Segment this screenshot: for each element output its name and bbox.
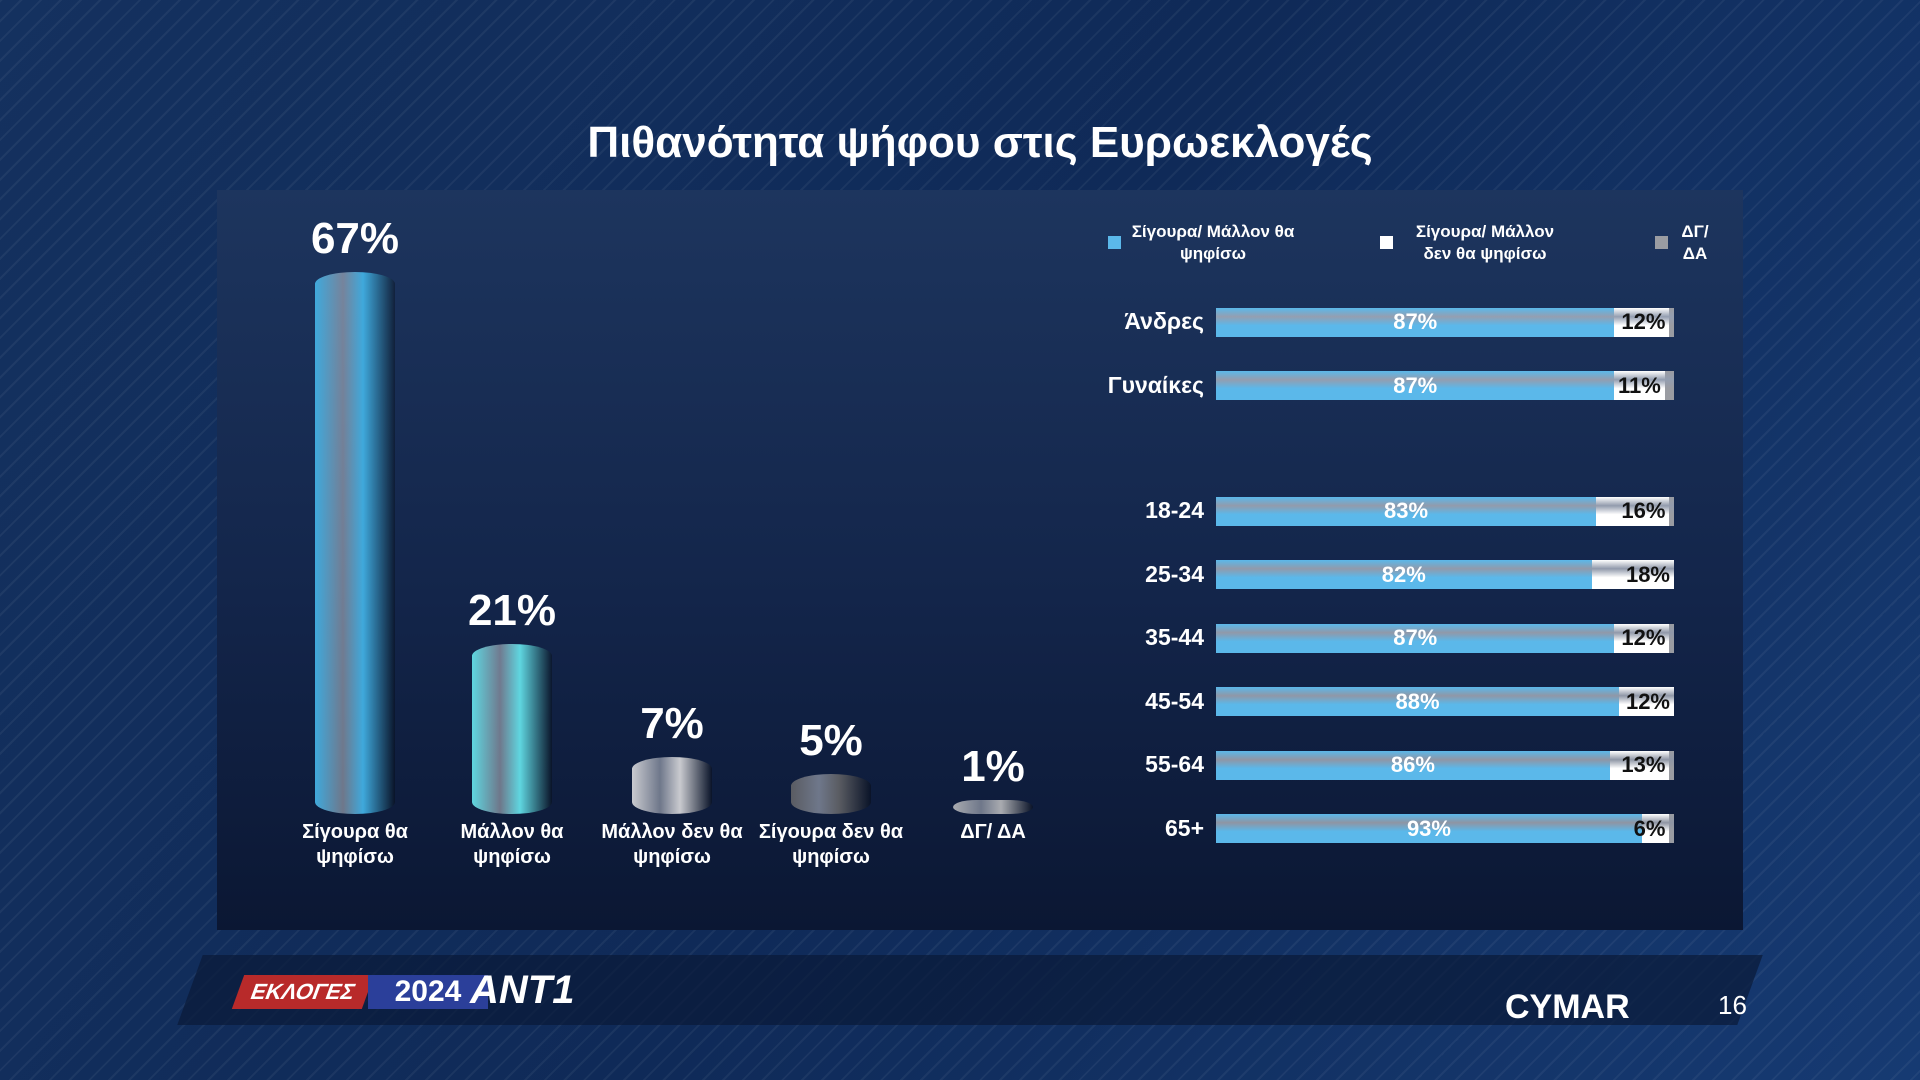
bar [953,800,1033,814]
data-label: 12% [1621,625,1666,650]
bar-segment [1669,496,1674,526]
category-label: 35-44 [1145,624,1204,650]
bar-segment [1641,814,1670,843]
value-label: 7% [640,699,704,749]
bar-segment [1216,750,1610,780]
data-label: 16% [1621,498,1666,523]
slide-title: Πιθανότητα ψήφου στις Ευρωεκλογές [587,118,1373,167]
bar-segment [1609,750,1670,780]
bar-segment [1614,623,1670,653]
page-number: 16 [1718,990,1747,1020]
bar-segment [1664,371,1674,400]
category-label: Σίγουρα θα ψηφίσω [302,821,408,868]
data-label: 18% [1625,561,1670,587]
data-label: 88% [1395,688,1440,714]
category-label: 45-54 [1145,687,1204,714]
footer-event: ΕΚΛΟΓΕΣ [231,975,375,1009]
bar-segment [1216,496,1597,526]
data-label: 11% [1618,372,1661,398]
bar-segment [1216,687,1620,716]
bar-segment [1216,623,1615,653]
footer-channel: ΑΝΤ1 [470,968,575,1012]
legend-swatch [1108,236,1121,249]
value-label: 21% [467,586,557,636]
category-label: 18-24 [1145,497,1204,523]
value-label: 5% [799,715,863,765]
value-label: 1% [961,742,1025,791]
data-label: 86% [1390,752,1435,777]
bar-segment [1591,560,1674,589]
data-label: 6% [1633,815,1666,841]
bar-segment [1614,307,1670,337]
bar [315,271,395,814]
bar [472,644,552,814]
legend-label: Σίγουρα/ Μάλλον δεν θα ψηφίσω [1415,222,1555,263]
category-label: 25-34 [1145,560,1204,587]
category-label: Μάλλον θα ψηφίσω [460,821,564,868]
data-label: 83% [1384,498,1429,523]
footer-year: 2024 [368,975,488,1009]
legend-swatch [1380,236,1393,249]
bar-segment [1669,814,1674,843]
data-label: 87% [1393,625,1438,650]
category-label: Μάλλον δεν θα ψηφίσω [601,821,743,868]
bar-segment [1669,307,1674,337]
legend-swatch [1655,236,1668,249]
data-label: 13% [1621,752,1666,777]
data-label: 12% [1621,309,1666,334]
bar-segment [1619,687,1674,716]
data-label: 12% [1625,688,1670,714]
bar-segment [1614,371,1665,400]
category-label: Γυναίκες [1107,371,1204,398]
bar-segment [1216,814,1642,843]
bar-segment [1216,371,1615,400]
data-label: 93% [1406,815,1451,841]
value-label: 67% [310,213,400,263]
data-label: 87% [1393,309,1438,334]
category-label: ΔΓ/ ΔΑ [960,821,1026,843]
data-label: 87% [1393,372,1438,398]
legend-label: Σίγουρα/ Μάλλον θα ψηφίσω [1131,222,1295,263]
category-label: Άνδρες [1124,308,1204,334]
bar-segment [1596,496,1670,526]
category-label: 65+ [1164,814,1204,841]
bar-segment [1216,560,1592,589]
category-label: 55-64 [1145,751,1204,777]
bar [632,757,712,814]
bar-segment [1216,307,1615,337]
category-label: Σίγουρα δεν θα ψηφίσω [758,821,904,868]
bar-segment [1669,623,1674,653]
footer-pollster: CYMAR [1505,988,1630,1026]
bar-segment [1669,750,1674,780]
legend-label: ΔΓ/ ΔΑ [1681,222,1709,263]
data-label: 82% [1381,561,1426,587]
bar [791,773,871,814]
